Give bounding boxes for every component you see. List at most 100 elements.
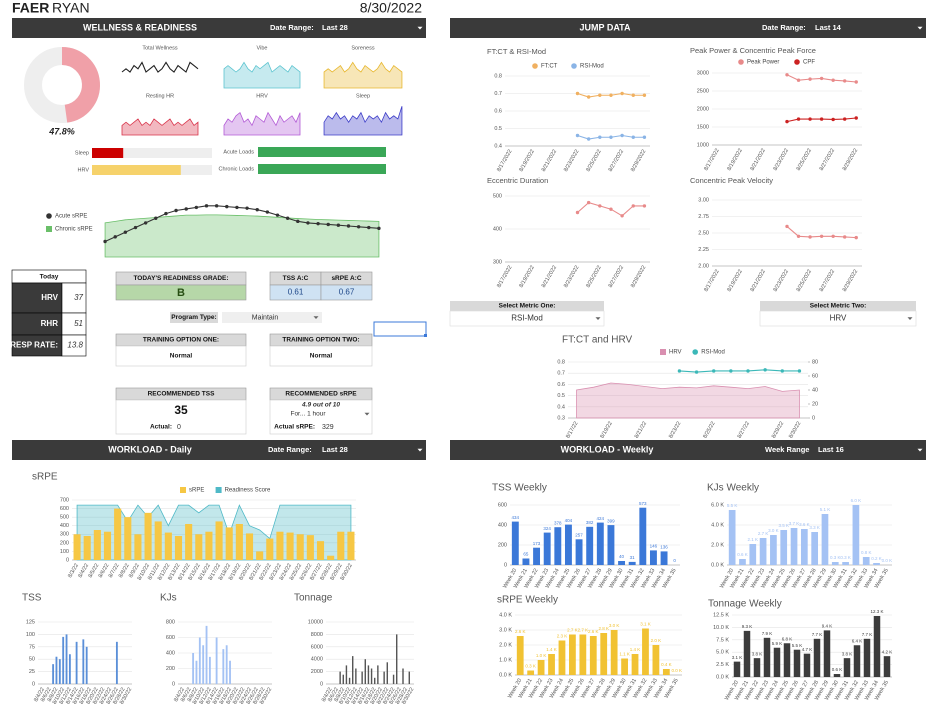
ratio: 0.67 <box>339 288 355 297</box>
data-label: 3.1 K <box>732 655 743 660</box>
bar <box>793 649 801 677</box>
point <box>103 239 107 244</box>
cell <box>450 301 604 311</box>
range-label: Date Range: <box>762 23 806 32</box>
legend-swatch <box>794 59 800 65</box>
x-tick-label: 8/27/2022 <box>819 269 836 293</box>
data-label: 3.1 K <box>640 622 651 627</box>
bar <box>753 658 761 677</box>
x-tick-label: 8/23/22 <box>668 421 682 440</box>
point <box>763 368 767 372</box>
data-label: 0.4 K <box>661 662 672 667</box>
bar <box>306 535 314 560</box>
bar <box>361 671 363 684</box>
cell <box>115 345 247 367</box>
point <box>586 95 591 99</box>
y-tick-label: 2500 <box>697 88 709 94</box>
point <box>631 93 635 97</box>
point <box>598 135 602 139</box>
point <box>620 133 624 138</box>
point <box>808 235 812 239</box>
line <box>121 61 199 73</box>
chart-title: KJs <box>160 593 177 604</box>
x-tick-label: 8/17/2022 <box>703 148 720 172</box>
range-value: Last 28 <box>322 23 348 32</box>
y2-tick-label: 40 <box>812 387 818 393</box>
row-label: RHR <box>41 319 59 328</box>
point <box>620 214 624 218</box>
area <box>121 118 199 136</box>
bar <box>103 531 112 560</box>
y-tick-label: 125 <box>26 619 35 625</box>
bar <box>554 527 562 565</box>
chart-title: TSS <box>22 593 42 604</box>
y-tick-label: 10.0 K <box>713 625 729 631</box>
legend-swatch <box>46 226 52 232</box>
bar <box>386 662 388 684</box>
bar <box>235 524 243 560</box>
x-tick-label: 8/23/2022 <box>563 265 580 289</box>
bar <box>192 653 195 684</box>
point <box>642 204 647 208</box>
y-tick-label: 2.00 <box>698 263 709 269</box>
legend-swatch <box>215 487 222 493</box>
data-label: 424 <box>597 516 605 521</box>
legend-swatch <box>738 59 744 65</box>
point <box>245 206 249 210</box>
point <box>113 235 117 239</box>
point <box>154 216 158 220</box>
dropdown-arrow <box>364 412 370 416</box>
bar <box>55 656 58 684</box>
dropdown[interactable] <box>759 310 917 327</box>
y-tick-label: 4000 <box>311 657 323 663</box>
label: Actual sRPE: <box>274 424 315 431</box>
data-label: 257 <box>575 532 583 537</box>
point <box>642 93 647 97</box>
cell <box>115 284 247 301</box>
bar <box>743 630 751 677</box>
bar <box>93 530 101 560</box>
dropdown[interactable] <box>222 312 322 323</box>
point <box>214 204 219 208</box>
x-tick-label: 8/29/2022 <box>842 148 859 172</box>
bar <box>73 534 81 560</box>
bar <box>811 532 819 565</box>
bar <box>266 538 274 560</box>
y-tick-label: 600 <box>60 506 69 512</box>
row-label: RESP RATE: <box>10 341 58 350</box>
point <box>842 235 847 239</box>
bar <box>396 634 398 684</box>
y-tick-label: 25 <box>29 669 35 675</box>
bar <box>202 645 205 684</box>
point <box>225 204 229 209</box>
y-tick-label: 3000 <box>697 70 709 76</box>
data-label: 5.9 K <box>772 641 783 646</box>
point <box>819 117 824 121</box>
data-label: 7.9 K <box>762 631 773 636</box>
bar <box>92 165 181 175</box>
point <box>609 135 613 139</box>
data-label: 434 <box>512 515 520 520</box>
y-tick-label: 200 <box>498 542 507 548</box>
y-tick-label: 800 <box>166 619 175 625</box>
data-label: 2.7 K <box>758 531 769 536</box>
data-label: 0.8 K <box>861 550 872 555</box>
bar <box>339 671 341 684</box>
bar <box>628 561 636 565</box>
selection-outline <box>373 321 427 337</box>
bar <box>367 665 370 684</box>
bar-label: Sleep <box>75 150 89 156</box>
data-label: 2.0 K <box>651 638 662 643</box>
dropdown[interactable] <box>449 310 605 327</box>
chart-title: FT:CT & RSI-Mod <box>487 47 546 56</box>
data-label: 2.8 K <box>598 626 609 631</box>
legend-label: Peak Power <box>747 60 779 66</box>
y-tick-label: 300 <box>493 259 502 265</box>
y-tick-label: 600 <box>166 635 175 641</box>
x-tick-label: 8/30/22 <box>788 421 802 440</box>
cell <box>115 399 247 435</box>
y-tick-label: 5.0 K <box>716 650 729 656</box>
label: Actual: <box>150 424 172 431</box>
data-label: 4.2 K <box>882 649 893 654</box>
